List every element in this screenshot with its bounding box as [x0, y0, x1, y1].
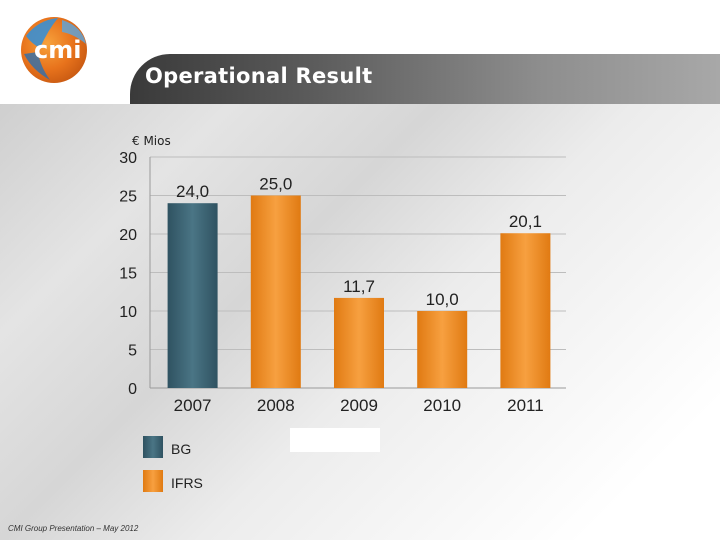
y-tick-label: 15: [119, 266, 137, 283]
legend-swatch-ifrs: [143, 470, 163, 492]
y-tick-label: 5: [128, 343, 137, 360]
cmi-logo: cmi: [21, 17, 87, 83]
title-bar: [130, 54, 720, 104]
data-label: 25,0: [259, 175, 292, 194]
x-tick-label: 2011: [507, 396, 544, 415]
y-tick-label: 25: [119, 189, 137, 206]
data-label: 11,7: [343, 277, 375, 296]
legend-label-ifrs: IFRS: [171, 475, 203, 491]
x-tick-label: 2010: [423, 396, 461, 415]
y-tick-label: 30: [119, 150, 137, 167]
bar-2010: [417, 311, 468, 388]
page-title: Operational Result: [145, 64, 373, 88]
x-tick-label: 2007: [174, 396, 212, 415]
bar-2007: [167, 203, 218, 388]
y-tick-label: 0: [128, 381, 137, 398]
data-label: 24,0: [176, 182, 209, 201]
data-label: 10,0: [426, 290, 459, 309]
x-tick-label: 2009: [340, 396, 378, 415]
unit-label: € Mios: [132, 134, 171, 148]
legend-label-bg: BG: [171, 441, 191, 457]
footer-text: CMI Group Presentation – May 2012: [8, 524, 139, 533]
legend-swatch-bg: [143, 436, 163, 458]
data-label: 20,1: [509, 212, 542, 231]
legend: BG IFRS: [143, 436, 203, 492]
blank-box: [290, 428, 380, 452]
logo-text: cmi: [34, 36, 81, 64]
bar-2011: [500, 233, 551, 388]
bar-2008: [250, 195, 301, 388]
x-tick-label: 2008: [257, 396, 295, 415]
bar-2009: [334, 297, 384, 388]
labels-layer: 0 5 10 15 20 25 30 24,0 2007 25,0 2008 11,7 2009 10,0…: [119, 150, 543, 415]
bars-layer: [167, 195, 551, 388]
y-tick-label: 20: [119, 227, 137, 244]
y-tick-label: 10: [119, 304, 137, 321]
